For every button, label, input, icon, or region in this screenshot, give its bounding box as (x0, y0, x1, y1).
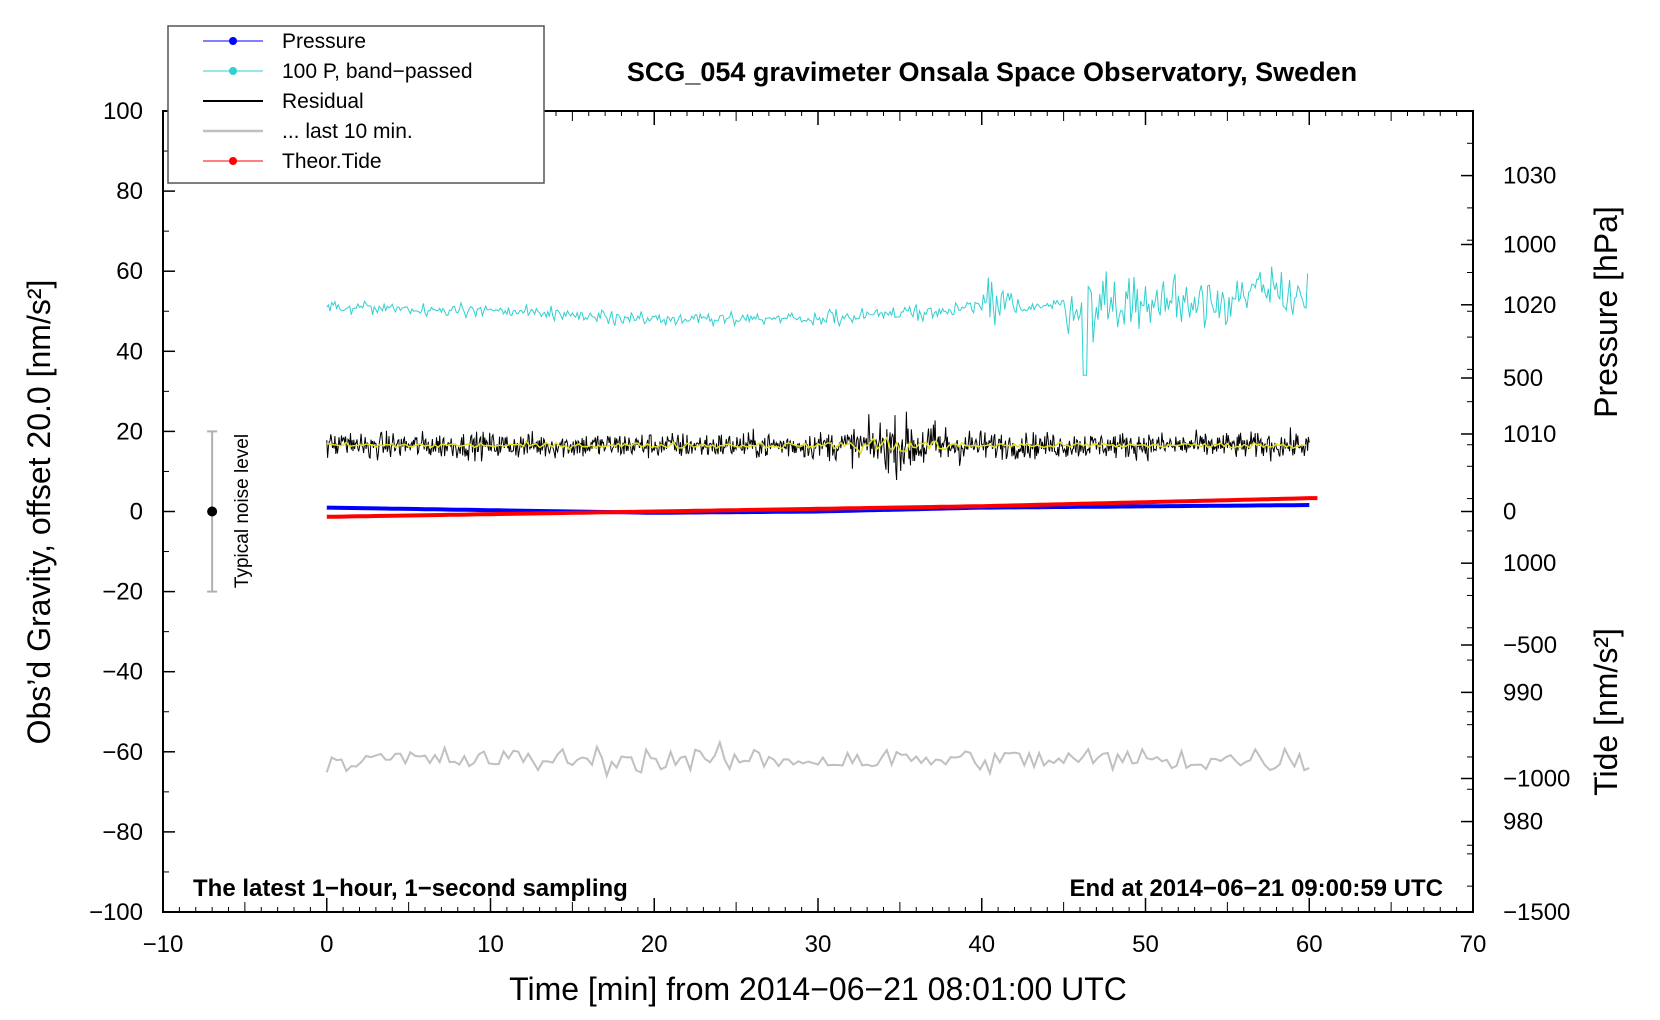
legend: Pressure 100 P, band−passed Residual ...… (167, 25, 545, 184)
tide-tick-label: 1000 (1503, 232, 1556, 259)
x-axis-title: Time [min] from 2014−06−21 08:01:00 UTC (509, 971, 1127, 1007)
pressure-line (326, 503, 1310, 515)
y-tick-label: −40 (102, 659, 143, 686)
pressure-tick-label: 1020 (1503, 292, 1556, 319)
tide-tick-label: −1500 (1503, 899, 1570, 926)
y-tick-label: 100 (103, 98, 143, 125)
y-tick-label: −100 (89, 899, 143, 926)
legend-item-theor-tide: Theor.Tide (203, 150, 382, 173)
ticks-layer: −10 0 10 20 30 40 50 60 70100806040200−20−40−60−… (89, 98, 1570, 958)
x-tick-label: 10 (477, 931, 504, 958)
noise-level-indicator: Typical noise level (207, 430, 253, 593)
footer-right-label: End at 2014−06−21 09:00:59 UTC (1069, 875, 1443, 902)
chart-title: SCG_054 gravimeter Onsala Space Observat… (627, 57, 1357, 87)
residual-line (326, 411, 1310, 481)
y-tick-label: −80 (102, 819, 143, 846)
legend-label-theor-tide: Theor.Tide (282, 150, 382, 173)
legend-marker-theor-tide (229, 157, 237, 165)
x-tick-label: 70 (1460, 931, 1487, 958)
x-tick-label: 30 (805, 931, 832, 958)
y-tick-label: 0 (130, 499, 143, 526)
legend-marker-pressure (229, 37, 237, 45)
tide-tick-label: 500 (1503, 365, 1543, 392)
pressure-tick-label: 990 (1503, 679, 1543, 706)
x-tick-label: 0 (320, 931, 333, 958)
pressure-axis-title: Pressure [hPa] (1588, 206, 1624, 418)
x-tick-label: 20 (641, 931, 668, 958)
theoretical-tide-line (326, 496, 1318, 519)
legend-label-band-passed: 100 P, band−passed (282, 60, 473, 83)
y-tick-label: 20 (116, 418, 143, 445)
legend-item-residual: Residual (203, 90, 364, 113)
y-tick-label: −20 (102, 579, 143, 606)
legend-item-last-10-min: ... last 10 min. (203, 120, 413, 143)
pressure-tick-label: 1010 (1503, 421, 1556, 448)
x-tick-label: 60 (1296, 931, 1323, 958)
footer-left-label: The latest 1−hour, 1−second sampling (193, 875, 628, 902)
legend-label-last-10-min: ... last 10 min. (282, 120, 413, 143)
plot-frame (162, 110, 1474, 913)
y-tick-label: −60 (102, 739, 143, 766)
legend-label-residual: Residual (282, 90, 364, 113)
y-tick-label: 80 (116, 178, 143, 205)
tide-axis-title: Tide [nm/s²] (1588, 628, 1624, 796)
legend-box (167, 25, 545, 184)
noise-bar-center-dot (207, 506, 218, 517)
band-passed-pressure-line (326, 266, 1309, 376)
legend-item-band-passed: 100 P, band−passed (203, 60, 473, 83)
noise-level-label: Typical noise level (232, 434, 253, 588)
legend-label-pressure: Pressure (282, 30, 366, 53)
pressure-tick-label: 980 (1503, 809, 1543, 836)
x-tick-label: 50 (1132, 931, 1159, 958)
traces-layer (325, 266, 1318, 780)
residual-smoothed-line (326, 436, 1307, 455)
tide-tick-label: −1000 (1503, 766, 1570, 793)
x-tick-label: 40 (968, 931, 995, 958)
pressure-tick-label: 1030 (1503, 163, 1556, 190)
y-tick-label: 40 (116, 338, 143, 365)
legend-marker-band-passed (229, 67, 237, 75)
pressure-tick-label: 1000 (1503, 550, 1556, 577)
tide-tick-label: 0 (1503, 499, 1516, 526)
y-tick-label: 60 (116, 258, 143, 285)
x-tick-label: −10 (143, 931, 184, 958)
legend-item-pressure: Pressure (203, 30, 366, 53)
tide-tick-label: −500 (1503, 632, 1557, 659)
last-10-min-line (325, 739, 1310, 780)
y-axis-title: Obs’d Gravity, offset 20.0 [nm/s²] (21, 280, 57, 745)
